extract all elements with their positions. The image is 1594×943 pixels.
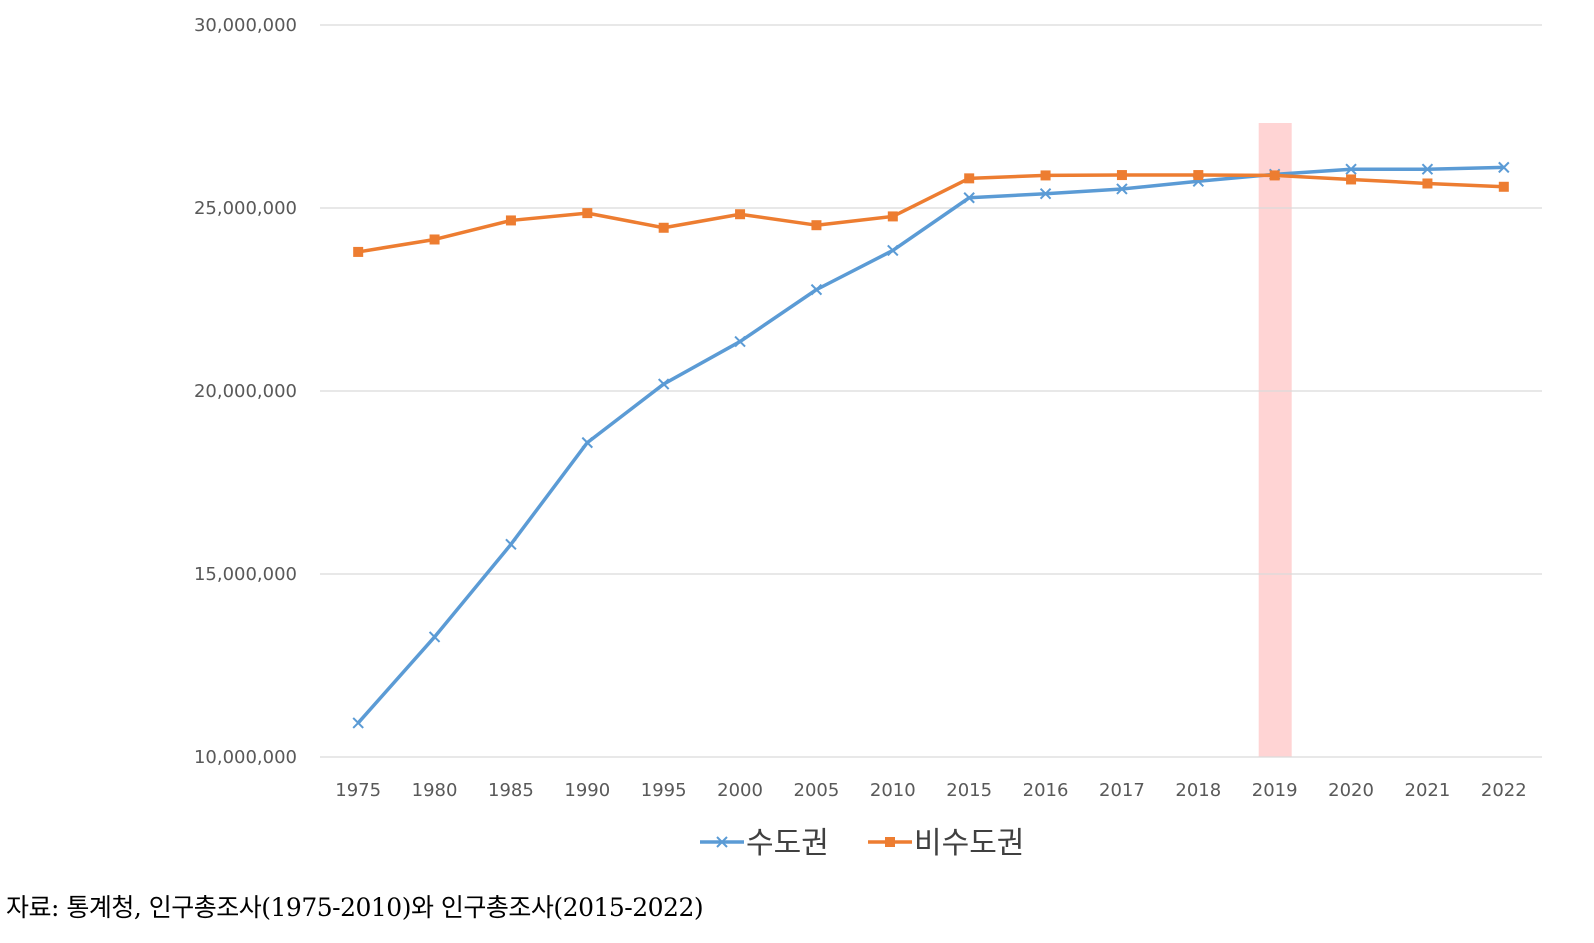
data-point	[887, 244, 899, 257]
line-chart: 10,000,000 15,000,000 20,000,000 25,000,000…	[194, 15, 1542, 861]
data-point	[353, 246, 364, 257]
data-point	[1116, 183, 1128, 195]
x-tick-label: 2016	[1023, 780, 1069, 801]
y-tick-label: 15,000,000	[194, 564, 297, 585]
x-tick-label: 2010	[870, 780, 916, 801]
data-point	[658, 222, 669, 233]
x-tick-label: 1985	[488, 780, 534, 801]
legend-item-2: 비수도권	[868, 826, 1024, 861]
data-point	[1498, 181, 1509, 192]
x-tick-label: 2021	[1405, 780, 1451, 801]
legend-item-1: 수도권	[700, 826, 829, 861]
data-point	[1193, 170, 1204, 181]
x-tick-label: 2015	[946, 780, 992, 801]
source-note: 자료: 통계청, 인구총조사(1975-2010)와 인구총조사(2015-20…	[6, 893, 704, 922]
x-tick-label: 2018	[1175, 780, 1221, 801]
series-line	[356, 165, 1504, 725]
data-point	[885, 837, 895, 847]
data-point	[810, 283, 823, 296]
data-point	[735, 209, 746, 220]
data-point	[429, 234, 440, 245]
data-point	[657, 378, 670, 390]
x-tick-label: 2020	[1328, 780, 1374, 801]
data-point	[1345, 163, 1357, 175]
y-tick-label: 20,000,000	[194, 381, 297, 402]
data-point	[505, 538, 517, 551]
x-tick-label: 1990	[564, 780, 610, 801]
y-tick-label: 30,000,000	[194, 15, 297, 36]
series-1	[352, 161, 1510, 729]
data-point	[964, 173, 975, 184]
x-tick-label: 2019	[1252, 780, 1298, 801]
x-tick-label: 2000	[717, 780, 763, 801]
data-point	[1498, 161, 1510, 174]
data-point	[716, 836, 728, 848]
data-point	[1269, 170, 1280, 181]
x-tick-label: 1995	[641, 780, 687, 801]
data-point	[1116, 170, 1127, 181]
data-point	[811, 220, 822, 231]
highlight-band-2019	[1258, 123, 1292, 757]
data-point	[428, 631, 441, 643]
data-point	[1346, 174, 1357, 185]
series-2	[353, 170, 1509, 257]
x-tick-label: 1975	[335, 780, 381, 801]
data-point	[1040, 170, 1051, 181]
x-tick-label: 2017	[1099, 780, 1145, 801]
y-tick-label: 25,000,000	[194, 198, 297, 219]
legend-label: 수도권	[746, 826, 829, 861]
data-point	[581, 436, 594, 449]
x-tick-label: 2005	[794, 780, 840, 801]
data-point	[505, 215, 516, 226]
x-tick-label: 1980	[412, 780, 458, 801]
data-point	[887, 211, 898, 222]
x-tick-label: 2022	[1481, 780, 1527, 801]
data-point	[582, 208, 593, 219]
data-point	[963, 192, 975, 204]
y-tick-label: 10,000,000	[194, 747, 297, 768]
series-line	[357, 173, 1504, 254]
data-point	[1039, 188, 1052, 200]
data-point	[352, 717, 364, 729]
data-point	[1421, 163, 1434, 175]
legend-label: 비수도권	[914, 826, 1024, 861]
data-point	[734, 335, 746, 348]
data-point	[1422, 178, 1433, 189]
